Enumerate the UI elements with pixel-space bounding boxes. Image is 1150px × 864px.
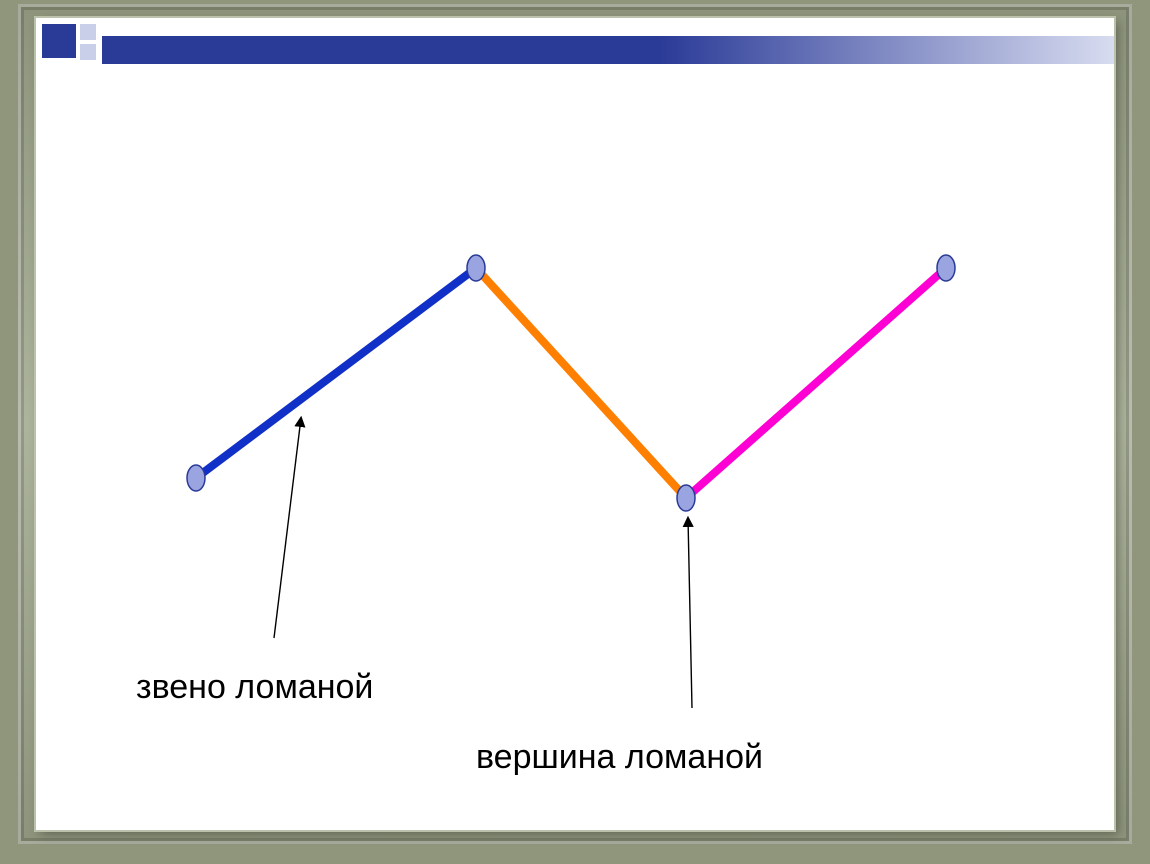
- diagram-svg: [36, 18, 1114, 830]
- vertex-label: вершина ломаной: [476, 738, 763, 777]
- segment-label: звено ломаной: [136, 668, 373, 707]
